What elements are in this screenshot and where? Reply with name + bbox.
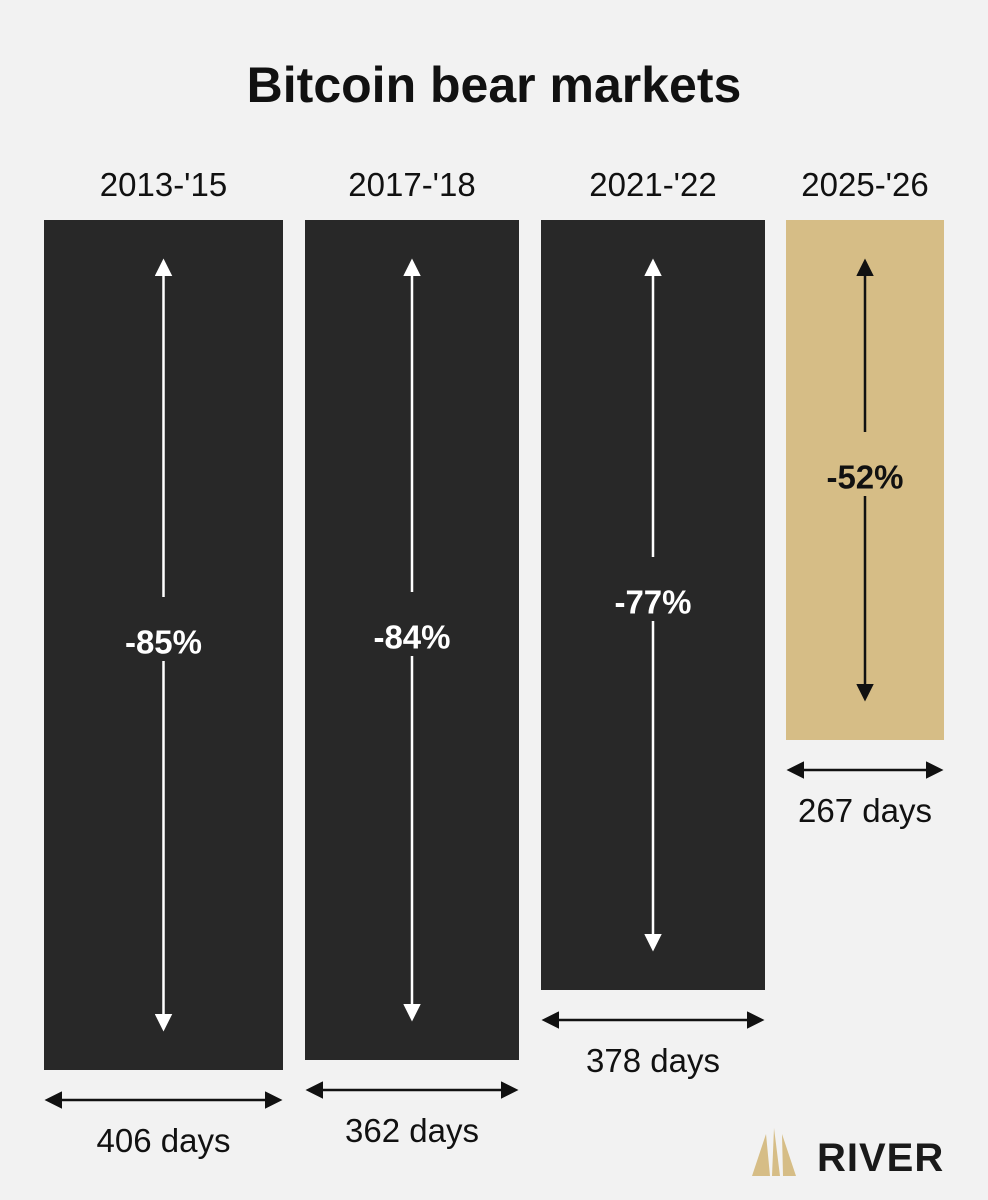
bar-group: 2017-'18 -84% 362 days <box>305 166 519 1149</box>
period-label: 2021-'22 <box>589 166 716 203</box>
drawdown-label: -85% <box>125 624 202 661</box>
period-label: 2013-'15 <box>100 166 227 203</box>
bars-group: 2013-'15 -85% 406 days 2017-'18 -84% 362 days… <box>44 166 944 1159</box>
bar-group: 2025-'26 -52% 267 days <box>786 166 944 829</box>
bar-group: 2013-'15 -85% 406 days <box>44 166 283 1159</box>
drawdown-label: -52% <box>826 459 903 496</box>
period-label: 2025-'26 <box>801 166 928 203</box>
river-logo: RIVER <box>752 1128 944 1180</box>
brand-name: RIVER <box>817 1136 944 1180</box>
duration-label: 362 days <box>345 1112 479 1149</box>
duration-label: 406 days <box>97 1122 231 1159</box>
period-label: 2017-'18 <box>348 166 475 203</box>
drawdown-label: -77% <box>614 584 691 621</box>
duration-label: 378 days <box>586 1042 720 1079</box>
duration-label: 267 days <box>798 792 932 829</box>
bar-group: 2021-'22 -77% 378 days <box>541 166 765 1079</box>
river-logo-icon <box>752 1128 796 1176</box>
drawdown-label: -84% <box>373 619 450 656</box>
chart-title: Bitcoin bear markets <box>247 57 742 113</box>
